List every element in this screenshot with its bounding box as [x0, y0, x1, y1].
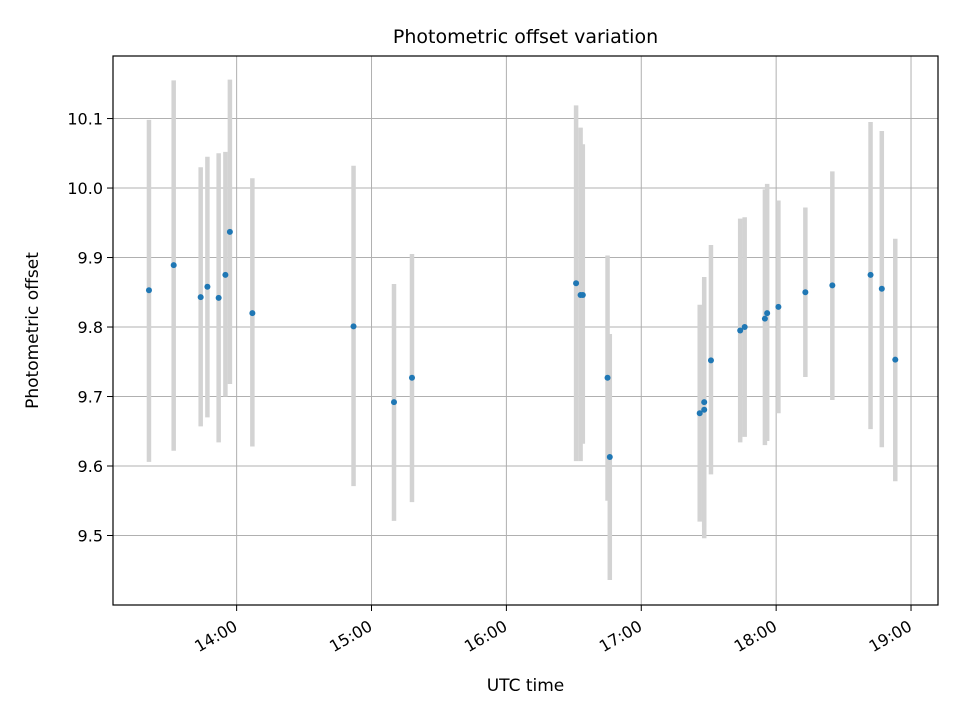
x-axis-label: UTC time	[487, 676, 565, 696]
data-point	[390, 399, 397, 406]
y-tick-label: 9.6	[78, 457, 103, 476]
data-point	[761, 315, 768, 322]
data-point	[764, 310, 771, 317]
data-point	[701, 399, 708, 406]
data-point	[867, 271, 874, 278]
y-tick-label: 10.0	[67, 179, 103, 198]
data-point	[878, 285, 885, 292]
y-tick-label: 9.5	[78, 527, 103, 546]
data-point	[408, 374, 415, 381]
data-point	[145, 287, 152, 294]
data-point	[204, 283, 211, 290]
data-point	[226, 228, 233, 235]
data-point	[249, 310, 256, 317]
data-point	[573, 280, 580, 287]
y-tick-label: 9.8	[78, 318, 103, 337]
data-point	[775, 303, 782, 310]
data-point	[892, 356, 899, 363]
y-tick-label: 9.7	[78, 388, 103, 407]
y-tick-label: 9.9	[78, 249, 103, 268]
y-axis-label: Photometric offset	[23, 252, 43, 409]
data-point	[197, 294, 204, 301]
data-point	[701, 406, 708, 413]
data-point	[829, 282, 836, 289]
data-point	[222, 271, 229, 278]
data-point	[604, 374, 611, 381]
point-layer	[145, 228, 899, 460]
data-point	[579, 292, 586, 299]
data-point	[606, 453, 613, 460]
data-point	[707, 357, 714, 364]
y-tick-label: 10.1	[67, 110, 103, 129]
data-point	[696, 410, 703, 417]
data-point	[737, 327, 744, 334]
data-point	[741, 324, 748, 331]
data-point	[215, 294, 222, 301]
chart-title: Photometric offset variation	[393, 26, 658, 48]
data-point	[170, 262, 177, 269]
data-point	[350, 323, 357, 330]
data-point	[802, 289, 809, 296]
plot-frame	[112, 55, 939, 606]
